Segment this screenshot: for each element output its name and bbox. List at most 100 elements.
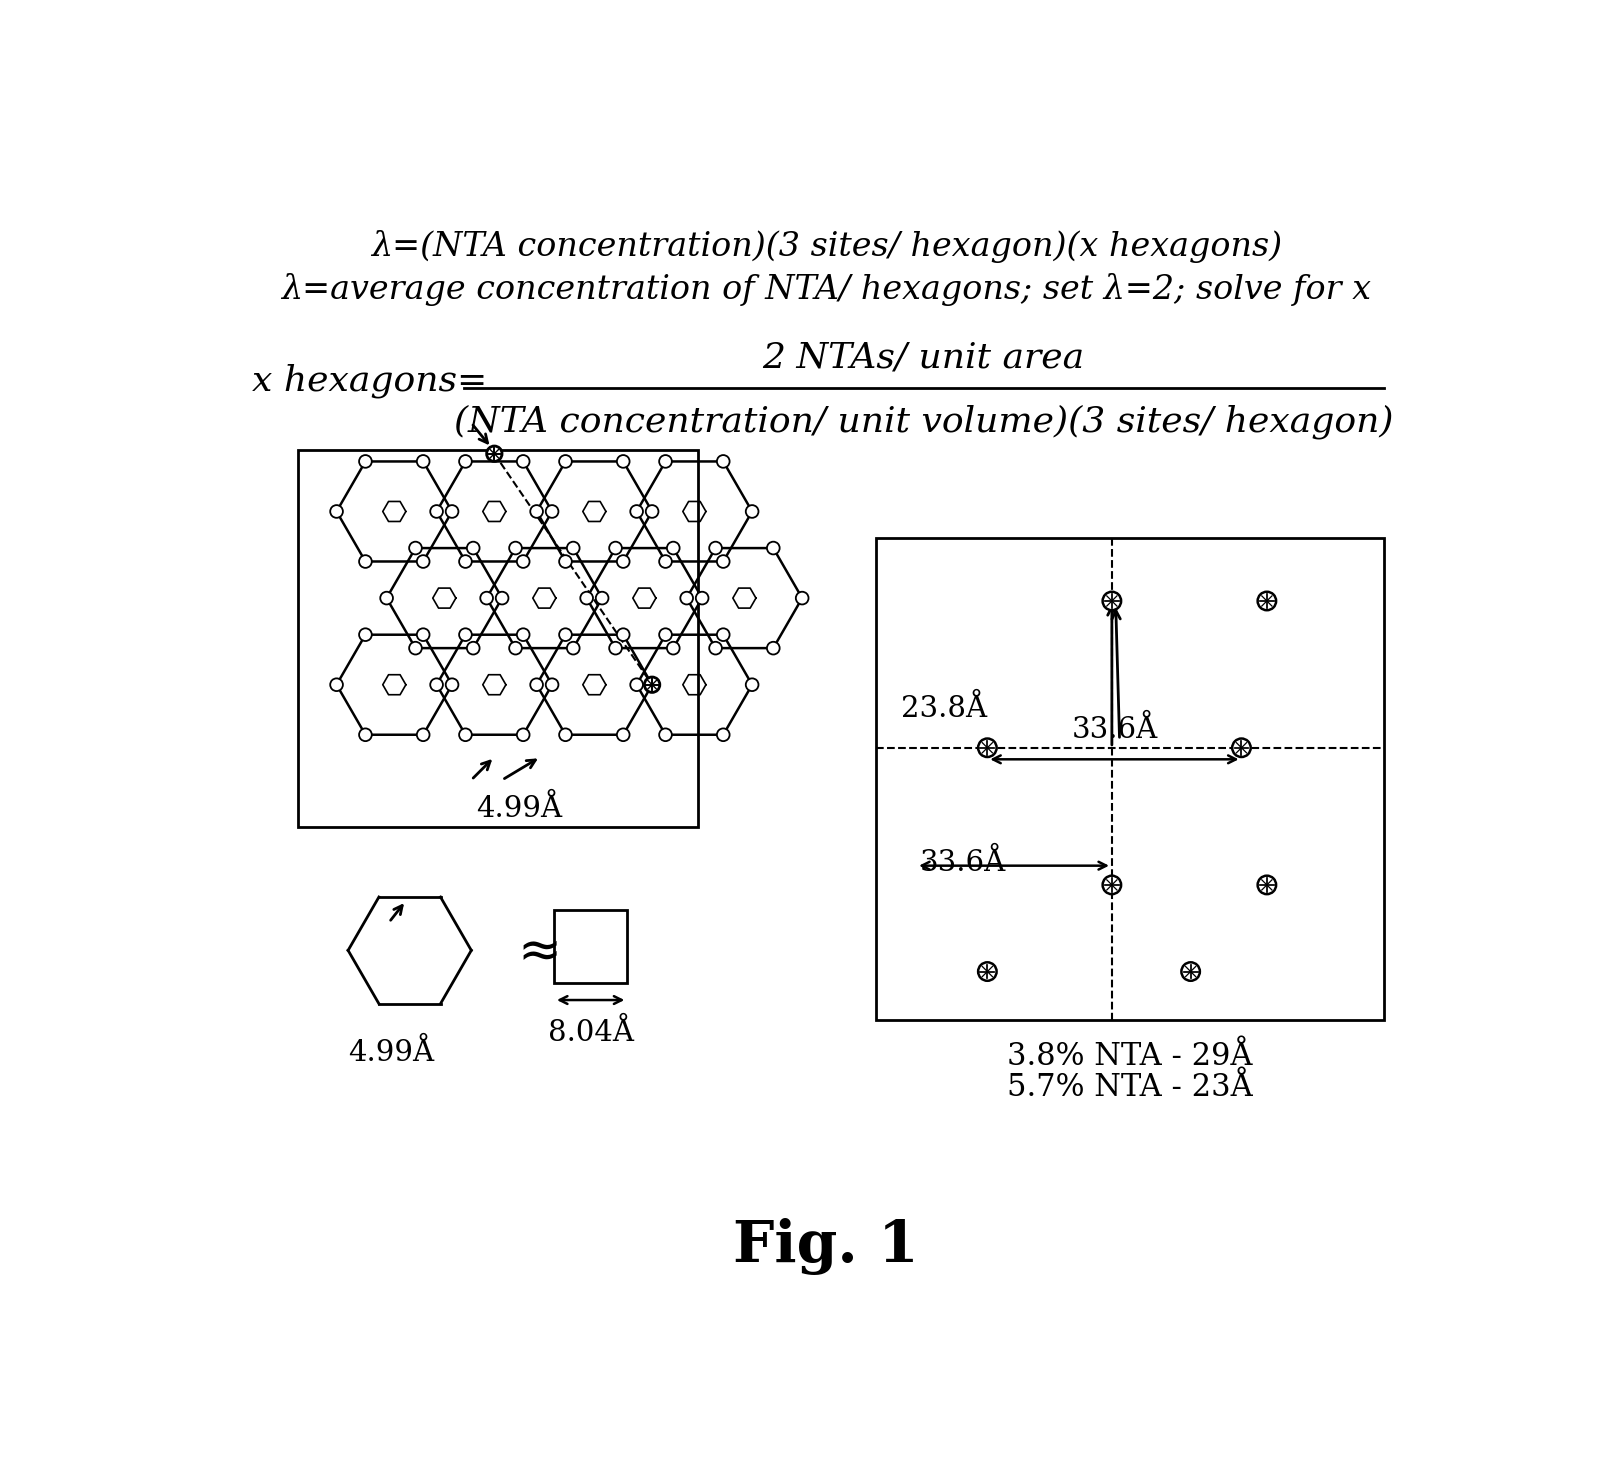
Circle shape bbox=[560, 555, 573, 568]
Circle shape bbox=[1181, 962, 1200, 981]
Circle shape bbox=[595, 591, 608, 605]
Text: 33.6Å: 33.6Å bbox=[919, 849, 1007, 877]
Circle shape bbox=[645, 505, 658, 518]
Circle shape bbox=[460, 628, 473, 641]
Text: λ=(NTA concentration)(3 sites/ hexagon)(x hexagons): λ=(NTA concentration)(3 sites/ hexagon)(… bbox=[371, 231, 1282, 263]
Circle shape bbox=[460, 455, 473, 468]
Circle shape bbox=[416, 555, 429, 568]
Text: (NTA concentration/ unit volume)(3 sites/ hexagon): (NTA concentration/ unit volume)(3 sites… bbox=[453, 405, 1394, 438]
Circle shape bbox=[1232, 738, 1250, 758]
Circle shape bbox=[660, 455, 673, 468]
Bar bbox=[298, 450, 698, 827]
Circle shape bbox=[545, 505, 558, 518]
Circle shape bbox=[745, 678, 758, 691]
Text: $\approx$: $\approx$ bbox=[508, 925, 558, 975]
Circle shape bbox=[560, 728, 573, 741]
Circle shape bbox=[710, 641, 723, 655]
Circle shape bbox=[566, 641, 579, 655]
Circle shape bbox=[516, 728, 529, 741]
Circle shape bbox=[481, 591, 494, 605]
Circle shape bbox=[460, 728, 473, 741]
Circle shape bbox=[716, 628, 729, 641]
Circle shape bbox=[660, 555, 673, 568]
Text: x hexagons=: x hexagons= bbox=[252, 363, 487, 397]
Circle shape bbox=[645, 677, 660, 693]
Circle shape bbox=[766, 641, 779, 655]
Circle shape bbox=[431, 505, 444, 518]
Circle shape bbox=[631, 678, 644, 691]
Circle shape bbox=[416, 728, 429, 741]
Circle shape bbox=[360, 455, 371, 468]
Circle shape bbox=[331, 678, 344, 691]
Text: 2 NTAs/ unit area: 2 NTAs/ unit area bbox=[763, 340, 1086, 375]
Circle shape bbox=[360, 555, 371, 568]
Circle shape bbox=[360, 628, 371, 641]
Circle shape bbox=[716, 455, 729, 468]
Circle shape bbox=[1258, 591, 1276, 610]
Bar bbox=[555, 911, 627, 983]
Circle shape bbox=[795, 591, 808, 605]
Circle shape bbox=[610, 541, 623, 555]
Text: 5.7% NTA - 23Å: 5.7% NTA - 23Å bbox=[1007, 1072, 1253, 1103]
Circle shape bbox=[616, 728, 629, 741]
Circle shape bbox=[616, 628, 629, 641]
Circle shape bbox=[695, 591, 708, 605]
Circle shape bbox=[631, 505, 644, 518]
Text: 33.6Å: 33.6Å bbox=[1071, 716, 1158, 744]
Circle shape bbox=[660, 728, 673, 741]
Text: 4.99Å: 4.99Å bbox=[476, 794, 563, 822]
Circle shape bbox=[660, 628, 673, 641]
Circle shape bbox=[560, 455, 573, 468]
Circle shape bbox=[616, 455, 629, 468]
Circle shape bbox=[710, 541, 723, 555]
Circle shape bbox=[487, 446, 502, 462]
Text: 3.8% NTA - 29Å: 3.8% NTA - 29Å bbox=[1007, 1041, 1252, 1072]
Circle shape bbox=[1103, 875, 1121, 894]
Circle shape bbox=[531, 678, 544, 691]
Circle shape bbox=[766, 541, 779, 555]
Text: Fig. 1: Fig. 1 bbox=[734, 1218, 919, 1275]
Circle shape bbox=[977, 962, 997, 981]
Circle shape bbox=[566, 541, 579, 555]
Text: λ=average concentration of NTA/ hexagons; set λ=2; solve for x: λ=average concentration of NTA/ hexagons… bbox=[281, 272, 1371, 306]
Circle shape bbox=[445, 505, 458, 518]
Circle shape bbox=[610, 641, 623, 655]
Circle shape bbox=[410, 541, 423, 555]
Circle shape bbox=[560, 628, 573, 641]
Circle shape bbox=[681, 591, 694, 605]
Text: 8.04Å: 8.04Å bbox=[548, 1018, 634, 1047]
Circle shape bbox=[666, 541, 679, 555]
Circle shape bbox=[745, 505, 758, 518]
Circle shape bbox=[516, 628, 529, 641]
Circle shape bbox=[360, 728, 371, 741]
Circle shape bbox=[410, 641, 423, 655]
Circle shape bbox=[416, 628, 429, 641]
Circle shape bbox=[466, 641, 479, 655]
Bar bbox=[876, 538, 1384, 1019]
Circle shape bbox=[431, 678, 444, 691]
Circle shape bbox=[516, 555, 529, 568]
Circle shape bbox=[495, 591, 508, 605]
Circle shape bbox=[1258, 875, 1276, 894]
Circle shape bbox=[616, 555, 629, 568]
Circle shape bbox=[466, 541, 479, 555]
Circle shape bbox=[666, 641, 679, 655]
Circle shape bbox=[581, 591, 594, 605]
Circle shape bbox=[716, 728, 729, 741]
Circle shape bbox=[460, 555, 473, 568]
Circle shape bbox=[445, 678, 458, 691]
Circle shape bbox=[331, 505, 344, 518]
Circle shape bbox=[531, 505, 544, 518]
Circle shape bbox=[510, 541, 523, 555]
Circle shape bbox=[716, 555, 729, 568]
Circle shape bbox=[510, 641, 523, 655]
Circle shape bbox=[645, 678, 658, 691]
Text: 23.8Å: 23.8Å bbox=[902, 696, 987, 724]
Circle shape bbox=[977, 738, 997, 758]
Circle shape bbox=[1103, 591, 1121, 610]
Text: 4.99Å: 4.99Å bbox=[348, 1039, 434, 1066]
Circle shape bbox=[545, 678, 558, 691]
Circle shape bbox=[516, 455, 529, 468]
Circle shape bbox=[381, 591, 394, 605]
Circle shape bbox=[416, 455, 429, 468]
